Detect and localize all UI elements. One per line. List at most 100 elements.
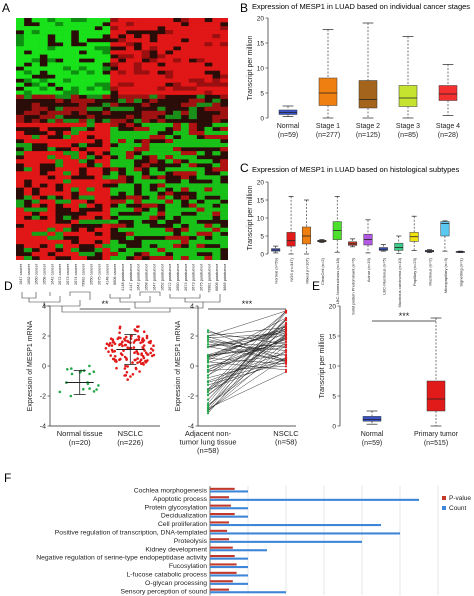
heatmap-cell [118, 66, 127, 71]
heatmap-cell [173, 26, 182, 31]
y-tick-label: 5 [332, 393, 336, 400]
data-point [146, 353, 150, 356]
heatmap-cell [55, 163, 64, 168]
heatmap-cell [110, 247, 119, 253]
heatmap-cell [110, 147, 119, 152]
heatmap-cell [149, 251, 158, 257]
heatmap-cell [204, 255, 213, 260]
heatmap-cell [102, 219, 111, 224]
heatmap-cell [39, 207, 48, 212]
heatmap-cell [47, 239, 56, 245]
data-point [113, 355, 117, 358]
data-point [105, 342, 109, 346]
heatmap-cell [196, 187, 205, 192]
heatmap-cell [110, 255, 119, 260]
heatmap-cell [212, 30, 221, 35]
heatmap-cell [149, 199, 158, 204]
heatmap-cell [78, 251, 87, 257]
heatmap-cell [47, 30, 56, 35]
heatmap-cell [55, 82, 64, 87]
panel-c-label: C [240, 161, 249, 175]
heatmap-cell [125, 106, 135, 112]
heatmap-cell [149, 207, 158, 212]
heatmap-cell [133, 86, 142, 91]
heatmap-cell [31, 215, 40, 220]
heatmap-cell [212, 191, 221, 196]
data-point [138, 360, 142, 364]
heatmap-cell [188, 239, 197, 245]
heatmap-cell [125, 46, 135, 51]
heatmap-cell [188, 155, 197, 160]
heatmap-cell [31, 235, 40, 241]
heatmap-cell [110, 167, 119, 172]
data-point [145, 336, 149, 340]
y-tick-label: -2 [40, 393, 46, 400]
heatmap-cell [212, 167, 221, 172]
heatmap-cell [63, 167, 72, 172]
heatmap-cell [212, 86, 221, 91]
heatmap-cell [141, 183, 150, 188]
category-label: Mucinous (n=2) [428, 257, 433, 285]
heatmap-cell [55, 74, 64, 79]
heatmap-cell [188, 98, 197, 103]
heatmap-cell [180, 179, 190, 184]
heatmap-cell [31, 251, 40, 257]
heatmap-cell [47, 191, 56, 196]
heatmap-cell [165, 159, 174, 164]
heatmap-cell [220, 211, 228, 216]
heatmap-cell [188, 110, 197, 116]
heatmap-cell [212, 247, 221, 253]
heatmap-cell [31, 118, 40, 124]
heatmap-cell [23, 187, 32, 192]
heatmap-cell [118, 90, 127, 95]
data-point [88, 387, 91, 390]
heatmap-cell [31, 58, 40, 63]
heatmap-cell [39, 175, 48, 180]
heatmap-cell [141, 130, 150, 136]
heatmap-cell [149, 255, 158, 260]
heatmap-cell [55, 118, 64, 124]
heatmap-cell [118, 175, 127, 180]
heatmap-cell [47, 255, 56, 260]
heatmap-cell [63, 46, 72, 51]
heatmap-cell [125, 130, 135, 136]
heatmap-cell [204, 191, 213, 196]
category-n: (n=277) [316, 132, 340, 139]
heatmap-cell [212, 42, 221, 47]
heatmap-cell [141, 50, 150, 55]
heatmap-cell [173, 139, 182, 144]
data-point [92, 390, 96, 393]
heatmap-cell [188, 231, 197, 237]
heatmap-cell [133, 62, 142, 67]
heatmap-cell [70, 54, 80, 59]
heatmap-cell [133, 155, 142, 160]
heatmap-cell [55, 199, 64, 204]
heatmap-cell [188, 215, 197, 220]
heatmap-cell [149, 70, 158, 75]
heatmap-cell [204, 231, 213, 237]
point-adjacent [206, 371, 210, 374]
y-tick-label: 0 [260, 251, 264, 258]
heatmap-cell [188, 134, 197, 140]
data-point [58, 390, 62, 394]
heatmap-cell [102, 78, 111, 83]
heatmap-cell [180, 102, 190, 108]
heatmap-cell [180, 219, 190, 224]
data-point [136, 357, 139, 360]
heatmap-cell [110, 122, 119, 128]
heatmap-cell [212, 54, 221, 59]
pvalue-bar [210, 571, 237, 574]
heatmap-cell [149, 151, 158, 156]
heatmap-cell [70, 219, 80, 224]
heatmap-cell [47, 223, 56, 229]
heatmap-cell [220, 143, 228, 148]
heatmap-cell [125, 34, 135, 39]
data-point [97, 384, 100, 387]
data-point [146, 359, 149, 362]
heatmap-cell [180, 215, 190, 220]
heatmap-cell [212, 130, 221, 136]
heatmap-cell [55, 155, 64, 160]
heatmap-cell [63, 139, 72, 144]
heatmap-cell [94, 62, 103, 67]
